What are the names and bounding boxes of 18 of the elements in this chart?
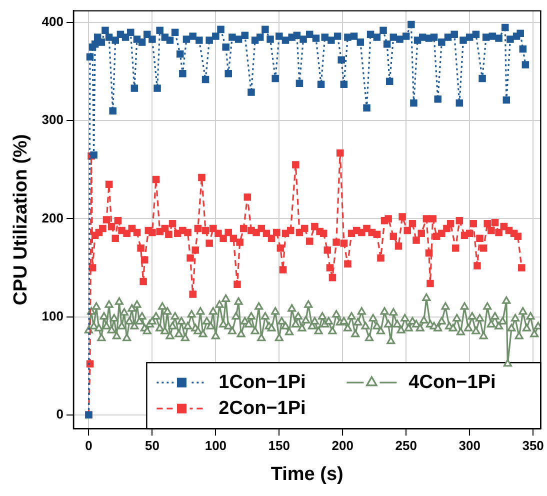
y-tick-label: 300 [42, 112, 64, 128]
x-tick-label: 200 [332, 438, 354, 453]
legend-label: 2Con−1Pi [218, 398, 306, 419]
y-tick-label: 0 [56, 406, 64, 422]
y-tick-label: 400 [42, 14, 64, 30]
legend-label: 4Con−1Pi [408, 372, 496, 393]
x-axis-title: Time (s) [270, 464, 344, 485]
x-tick-label: 150 [268, 438, 290, 453]
y-tick-label: 100 [42, 308, 64, 324]
y-axis-title: CPU Utilization (%) [10, 134, 32, 306]
x-tick-label: 300 [458, 438, 480, 453]
x-tick-label: 250 [395, 438, 417, 453]
legend-label: 1Con−1Pi [218, 372, 306, 393]
x-tick-label: 350 [522, 438, 544, 453]
x-tick-label: 100 [204, 438, 227, 453]
x-tick-label: 50 [144, 438, 160, 453]
y-tick-label: 200 [42, 210, 64, 226]
x-tick-label: 0 [85, 438, 92, 453]
